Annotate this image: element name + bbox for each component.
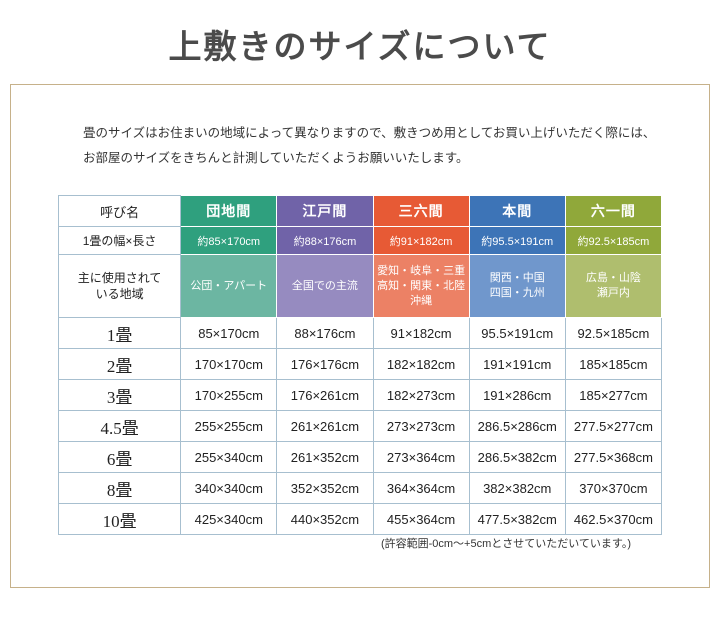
size-cell: 88×176cm	[276, 317, 374, 349]
width-length-row-label: 1畳の幅×長さ	[57, 226, 182, 255]
size-cell: 425×340cm	[180, 503, 278, 535]
size-cell: 185×185cm	[564, 348, 663, 380]
tolerance-footnote: (許容範囲-0cm～+5cmとさせていただいています。)	[380, 538, 631, 550]
column-header-sanrokuma: 三六間	[372, 195, 470, 227]
size-cell: 273×273cm	[372, 410, 470, 442]
width-length-cell: 約95.5×191cm	[468, 226, 566, 255]
size-cell: 170×255cm	[180, 379, 278, 411]
size-row-8jo: 8畳 340×340cm 352×352cm 364×364cm 382×382…	[57, 472, 663, 504]
size-cell: 176×176cm	[276, 348, 374, 380]
size-cell: 85×170cm	[180, 317, 278, 349]
column-header-honma: 本間	[468, 195, 566, 227]
column-header-danchima: 団地間	[180, 195, 278, 227]
width-length-cell: 約92.5×185cm	[564, 226, 663, 255]
size-row-2jo: 2畳 170×170cm 176×176cm 182×182cm 191×191…	[57, 348, 663, 380]
region-row: 主に使用されて いる地域 公団・アパート 全国での主流 愛知・岐阜・三重 高知・…	[57, 254, 663, 318]
size-cell: 352×352cm	[276, 472, 374, 504]
corner-cell: 呼び名	[57, 195, 182, 227]
size-row-label: 1畳	[57, 317, 182, 349]
size-row-label: 2畳	[57, 348, 182, 380]
size-row-4-5jo: 4.5畳 255×255cm 261×261cm 273×273cm 286.5…	[57, 410, 663, 442]
region-cell: 愛知・岐阜・三重 高知・関東・北陸 沖縄	[372, 254, 470, 318]
column-header-rokuichima: 六一間	[564, 195, 663, 227]
size-cell: 382×382cm	[468, 472, 566, 504]
size-row-label: 4.5畳	[57, 410, 182, 442]
width-length-cell: 約88×176cm	[276, 226, 374, 255]
tatami-size-table: 呼び名 団地間 江戸間 三六間 本間 六一間 1畳の幅×長さ 約85×170cm…	[57, 195, 663, 535]
size-cell: 182×273cm	[372, 379, 470, 411]
size-cell: 440×352cm	[276, 503, 374, 535]
table-header-row: 呼び名 団地間 江戸間 三六間 本間 六一間	[57, 195, 663, 227]
region-label-line-1: 主に使用されて	[77, 271, 162, 285]
intro-text: 畳のサイズはお住まいの地域によって異なりますので、敷きつめ用としてお買い上げいた…	[11, 85, 709, 171]
page-title: 上敷きのサイズについて	[168, 30, 552, 66]
size-cell: 170×170cm	[180, 348, 278, 380]
size-cell: 277.5×368cm	[564, 441, 663, 473]
width-length-cell: 約85×170cm	[180, 226, 278, 255]
size-cell: 185×277cm	[564, 379, 663, 411]
size-cell: 255×255cm	[180, 410, 278, 442]
size-row-label: 10畳	[57, 503, 182, 535]
size-row-label: 6畳	[57, 441, 182, 473]
size-row-6jo: 6畳 255×340cm 261×352cm 273×364cm 286.5×3…	[57, 441, 663, 473]
size-cell: 182×182cm	[372, 348, 470, 380]
size-cell: 286.5×382cm	[468, 441, 566, 473]
size-cell: 340×340cm	[180, 472, 278, 504]
size-cell: 462.5×370cm	[564, 503, 663, 535]
size-cell: 455×364cm	[372, 503, 470, 535]
size-cell: 286.5×286cm	[468, 410, 566, 442]
size-row-10jo: 10畳 425×340cm 440×352cm 455×364cm 477.5×…	[57, 503, 663, 535]
size-cell: 92.5×185cm	[564, 317, 663, 349]
size-cell: 261×261cm	[276, 410, 374, 442]
size-row-3jo: 3畳 170×255cm 176×261cm 182×273cm 191×286…	[57, 379, 663, 411]
region-cell: 関西・中国 四国・九州	[468, 254, 566, 318]
width-length-row: 1畳の幅×長さ 約85×170cm 約88×176cm 約91×182cm 約9…	[57, 226, 663, 255]
size-cell: 477.5×382cm	[468, 503, 566, 535]
size-cell: 95.5×191cm	[468, 317, 566, 349]
region-row-label: 主に使用されて いる地域	[57, 254, 182, 318]
size-row-label: 3畳	[57, 379, 182, 411]
size-cell: 191×286cm	[468, 379, 566, 411]
size-cell: 370×370cm	[564, 472, 663, 504]
size-cell: 277.5×277cm	[564, 410, 663, 442]
size-row-1jo: 1畳 85×170cm 88×176cm 91×182cm 95.5×191cm…	[57, 317, 663, 349]
region-cell: 公団・アパート	[180, 254, 278, 318]
region-cell: 広島・山陰 瀬戸内	[564, 254, 663, 318]
size-cell: 91×182cm	[372, 317, 470, 349]
size-cell: 255×340cm	[180, 441, 278, 473]
size-cell: 364×364cm	[372, 472, 470, 504]
width-length-cell: 約91×182cm	[372, 226, 470, 255]
column-header-edoma: 江戸間	[276, 195, 374, 227]
content-box: 畳のサイズはお住まいの地域によって異なりますので、敷きつめ用としてお買い上げいた…	[10, 84, 710, 588]
region-cell: 全国での主流	[276, 254, 374, 318]
intro-line-2: お部屋のサイズをきちんと計測していただくようお願いいたします。	[83, 151, 469, 165]
region-label-line-2: いる地域	[95, 287, 144, 301]
size-cell: 261×352cm	[276, 441, 374, 473]
intro-line-1: 畳のサイズはお住まいの地域によって異なりますので、敷きつめ用としてお買い上げいた…	[83, 126, 656, 140]
size-cell: 176×261cm	[276, 379, 374, 411]
size-cell: 191×191cm	[468, 348, 566, 380]
size-row-label: 8畳	[57, 472, 182, 504]
size-cell: 273×364cm	[372, 441, 470, 473]
